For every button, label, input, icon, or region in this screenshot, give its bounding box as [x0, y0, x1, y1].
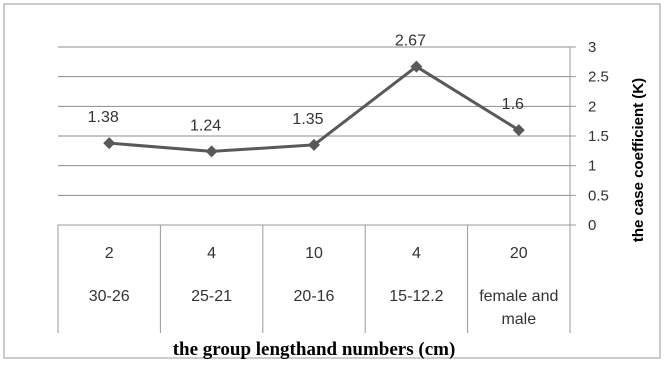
- category-range-label: male: [501, 311, 536, 328]
- category-range-label: 25-21: [191, 288, 232, 305]
- category-count-label: 10: [305, 245, 323, 262]
- data-label: 2.67: [395, 33, 426, 50]
- data-series: [103, 60, 525, 158]
- y-tick-label: 1.5: [588, 128, 609, 145]
- category-range-label: 30-26: [89, 288, 130, 305]
- data-labels: 1.38 1.24 1.35 2.67 1.6: [88, 33, 524, 135]
- y-axis-title: the case coefficient (K): [630, 78, 647, 242]
- data-label: 1.6: [502, 96, 524, 113]
- chart-border: [3, 3, 661, 359]
- y-axis-ticks: 0 0.5 1 1.5 2 2.5 3: [569, 39, 609, 234]
- category-table: 2 30-26 4 25-21 10 20-16 4 15-12.2 20 female and m…: [57, 225, 571, 333]
- data-label: 1.38: [88, 109, 119, 126]
- gridlines: [58, 46, 570, 226]
- data-point-marker: [205, 145, 218, 158]
- category-count-label: 2: [105, 245, 114, 262]
- category-count-label: 20: [510, 245, 528, 262]
- y-tick-label: 1: [588, 158, 596, 175]
- y-tick-label: 0: [588, 217, 596, 234]
- data-point-marker: [410, 60, 423, 73]
- data-point-marker: [308, 138, 320, 151]
- y-tick-label: 2.5: [588, 69, 609, 86]
- x-axis-title: the group lengthand numbers (cm): [173, 339, 456, 360]
- data-label: 1.35: [292, 111, 323, 128]
- category-count-label: 4: [207, 245, 216, 262]
- data-point-marker: [512, 124, 525, 137]
- y-tick-label: 0.5: [588, 187, 609, 204]
- category-range-label: 15-12.2: [389, 288, 443, 305]
- category-range-label: 20-16: [294, 288, 335, 305]
- category-count-label: 4: [412, 245, 421, 262]
- data-point-marker: [103, 137, 116, 150]
- category-range-label: female and: [479, 288, 558, 305]
- y-tick-label: 2: [588, 98, 596, 115]
- data-label: 1.24: [190, 117, 221, 134]
- y-tick-label: 3: [588, 39, 596, 56]
